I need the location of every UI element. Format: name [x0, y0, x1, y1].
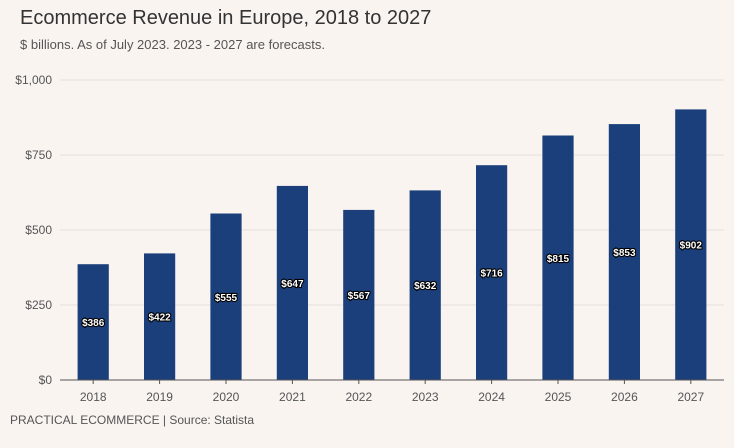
bar — [475, 165, 508, 380]
data-label: $716 — [480, 269, 503, 280]
y-tick-label: $750 — [25, 148, 52, 162]
chart-footer: PRACTICAL ECOMMERCE | Source: Statista — [10, 413, 255, 427]
chart-title: Ecommerce Revenue in Europe, 2018 to 202… — [20, 7, 432, 29]
axes: $0 $250 $500 $750 $1,000 2018 2019 2020 2021 2022… — [15, 73, 724, 404]
data-label: $422 — [148, 313, 171, 324]
data-label: $647 — [281, 279, 304, 290]
x-tick-label: 2026 — [611, 390, 638, 404]
bar — [276, 185, 309, 380]
data-label: $555 — [215, 293, 238, 304]
x-tick-label: 2018 — [80, 390, 107, 404]
data-label: $902 — [680, 241, 703, 252]
data-label: $632 — [414, 281, 437, 292]
x-tick-label: 2023 — [412, 390, 439, 404]
data-labels: $386 $422 $555 $647 $567 $632 $716 $815 $853 $902 — [81, 240, 703, 331]
x-tick-label: 2019 — [146, 390, 173, 404]
x-tick-label: 2025 — [545, 390, 572, 404]
x-tick-label: 2020 — [213, 390, 240, 404]
bar — [210, 213, 242, 380]
bar — [409, 190, 441, 380]
y-tick-label: $500 — [25, 223, 52, 237]
data-label: $386 — [82, 318, 105, 329]
data-label: $567 — [348, 291, 371, 302]
bar — [542, 135, 574, 380]
data-label: $853 — [613, 248, 636, 259]
data-label: $815 — [547, 254, 570, 265]
bar — [608, 124, 641, 380]
y-tick-label: $0 — [39, 373, 53, 387]
x-tick-label: 2027 — [677, 390, 704, 404]
bars — [77, 109, 707, 381]
x-tick-label: 2024 — [478, 390, 505, 404]
y-tick-label: $250 — [25, 298, 52, 312]
bar — [77, 264, 109, 380]
bar — [143, 253, 176, 380]
x-tick-label: 2021 — [279, 390, 306, 404]
chart-subtitle: $ billions. As of July 2023. 2023 - 2027… — [20, 37, 325, 52]
bar — [675, 109, 707, 381]
y-tick-label: $1,000 — [15, 73, 52, 87]
bar — [343, 209, 375, 380]
x-tick-label: 2022 — [345, 390, 372, 404]
